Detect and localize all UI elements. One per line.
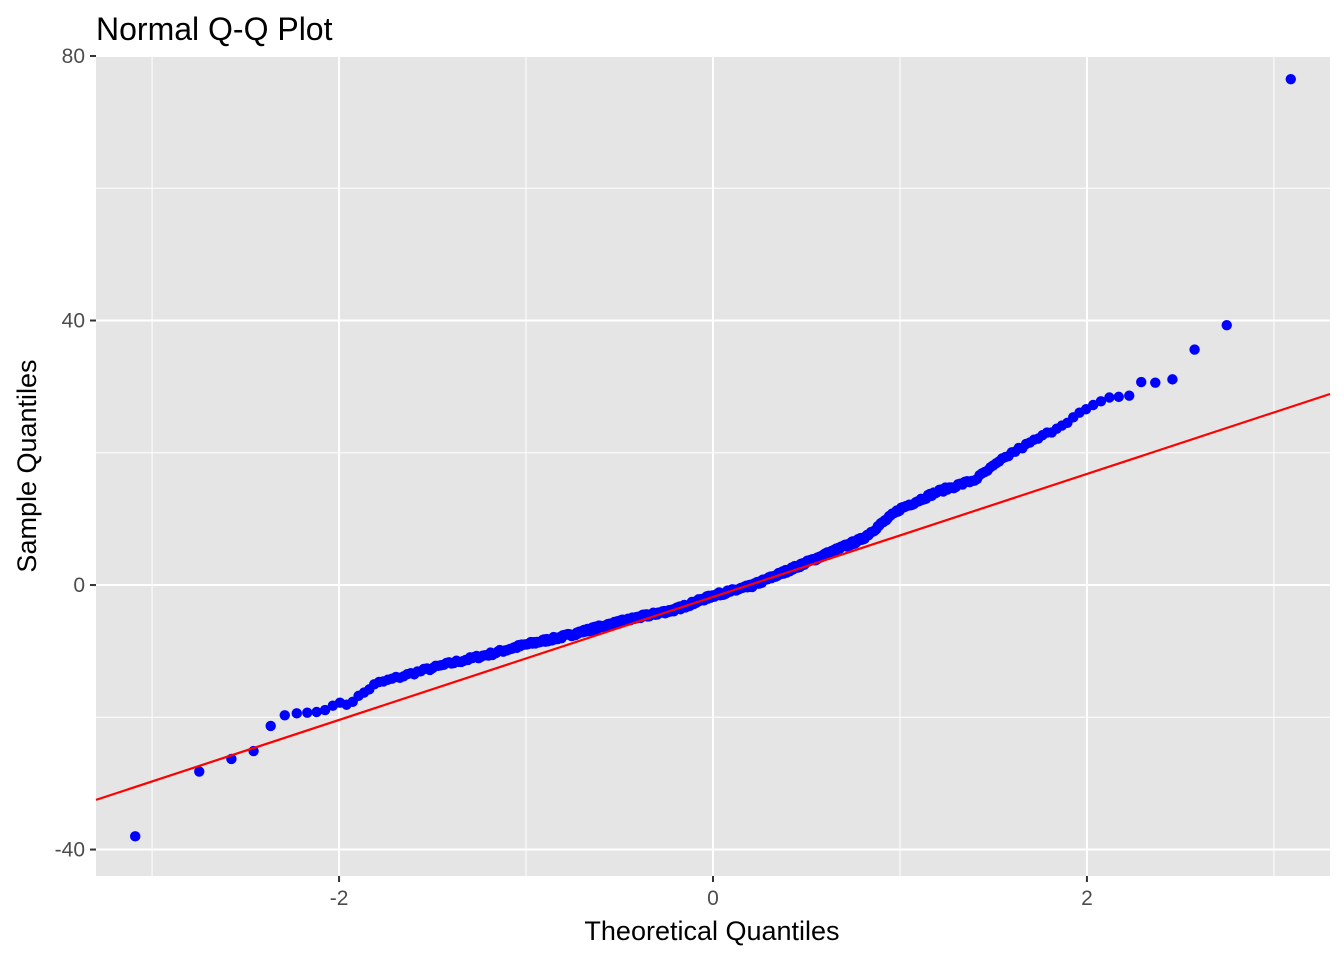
sample-point bbox=[311, 706, 322, 718]
sample-point bbox=[279, 710, 290, 721]
y-tick-label: 80 bbox=[62, 45, 85, 68]
reference-line bbox=[95, 392, 1331, 801]
sample-point bbox=[1221, 319, 1232, 331]
sample-point bbox=[302, 707, 313, 718]
sample-point bbox=[265, 720, 276, 732]
x-axis-label: Theoretical Quantiles bbox=[584, 916, 839, 946]
sample-point bbox=[1285, 73, 1296, 85]
sample-point bbox=[1104, 392, 1115, 403]
chart-title: Normal Q-Q Plot bbox=[96, 11, 333, 47]
sample-point bbox=[291, 708, 302, 719]
sample-point bbox=[130, 831, 141, 842]
sample-point bbox=[1113, 391, 1124, 403]
y-axis: -40 0 40 80 bbox=[55, 45, 96, 862]
sample-point bbox=[1136, 376, 1147, 388]
sample-point bbox=[194, 766, 205, 777]
y-tick-label: 0 bbox=[73, 574, 85, 597]
y-tick-label: -40 bbox=[55, 839, 85, 862]
x-tick-label: -2 bbox=[330, 887, 349, 910]
y-axis-label: Sample Quantiles bbox=[12, 359, 42, 572]
major-gridlines bbox=[96, 55, 1330, 876]
y-tick-label: 40 bbox=[62, 310, 85, 333]
x-axis: -2 0 2 bbox=[330, 876, 1093, 910]
sample-point bbox=[1150, 377, 1161, 388]
sample-point bbox=[1124, 390, 1135, 401]
sample-point bbox=[319, 704, 331, 716]
sample-point bbox=[1088, 399, 1099, 411]
x-tick-label: 0 bbox=[707, 887, 719, 910]
x-tick-label: 2 bbox=[1081, 887, 1093, 910]
sample-point bbox=[1189, 344, 1200, 355]
sample-point bbox=[1167, 374, 1178, 385]
sample-point bbox=[1095, 396, 1107, 407]
